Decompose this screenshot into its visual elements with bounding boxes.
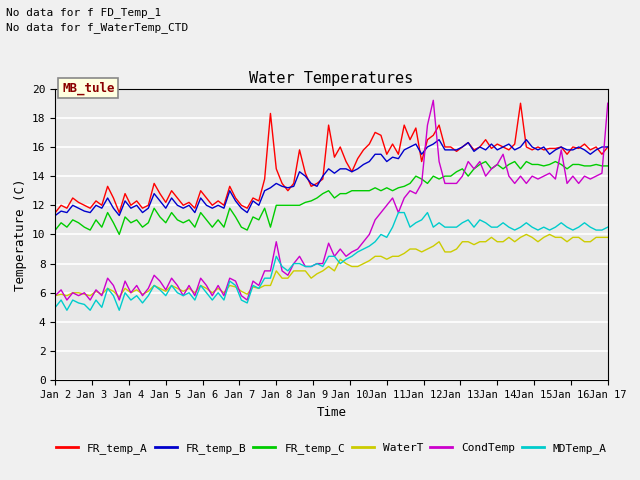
Legend: FR_temp_A, FR_temp_B, FR_temp_C, WaterT, CondTemp, MDTemp_A: FR_temp_A, FR_temp_B, FR_temp_C, WaterT,… bbox=[52, 438, 611, 458]
Text: No data for f_WaterTemp_CTD: No data for f_WaterTemp_CTD bbox=[6, 22, 189, 33]
X-axis label: Time: Time bbox=[317, 406, 346, 419]
Title: Water Temperatures: Water Temperatures bbox=[250, 71, 413, 86]
Text: No data for f FD_Temp_1: No data for f FD_Temp_1 bbox=[6, 7, 162, 18]
Text: MB_tule: MB_tule bbox=[62, 82, 115, 95]
Y-axis label: Temperature (C): Temperature (C) bbox=[13, 178, 26, 291]
